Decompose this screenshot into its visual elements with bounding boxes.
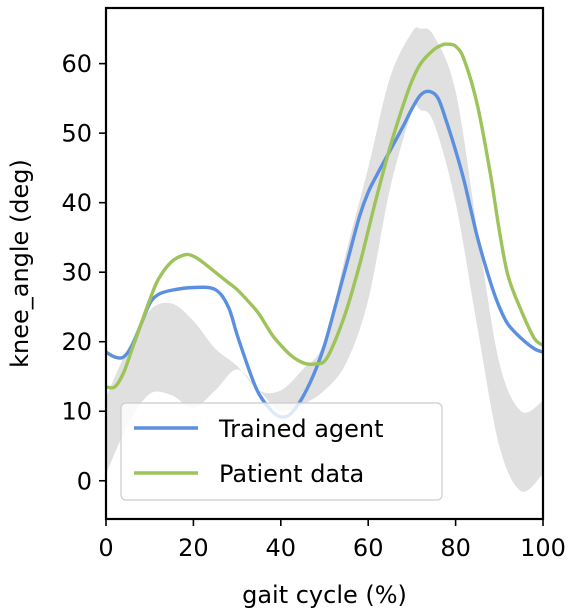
plot-frame: [104, 6, 545, 521]
x-axis-label: gait cycle (%): [242, 581, 407, 609]
series-lines: [106, 42, 543, 419]
x-tick-label: 40: [266, 534, 297, 562]
x-tick-label: 60: [353, 534, 384, 562]
y-tick-label: 60: [61, 50, 92, 78]
legend-box: [120, 402, 443, 501]
series-line-1: [106, 89, 543, 419]
axis-ticks: 0 20 40 60 80 100 0 10 20 30 40 50 60: [61, 50, 565, 562]
legend-label: Patient data: [219, 460, 364, 488]
y-tick-label: 50: [61, 120, 92, 148]
y-tick-label: 40: [61, 189, 92, 217]
variability-band-area: [106, 27, 543, 492]
y-tick-label: 20: [61, 328, 92, 356]
y-tick-label: 0: [77, 467, 92, 495]
x-tick-label: 20: [178, 534, 209, 562]
legend: Trained agent Patient data: [120, 402, 443, 501]
variability-band: [106, 27, 543, 492]
y-axis-label: knee_angle (deg): [6, 159, 34, 368]
legend-label: Trained agent: [218, 415, 384, 443]
y-tick-label: 10: [61, 398, 92, 426]
x-tick-label: 80: [440, 534, 471, 562]
series-line-2: [106, 42, 543, 390]
x-tick-label: 0: [98, 534, 113, 562]
x-tick-label: 100: [520, 534, 566, 562]
y-tick-label: 30: [61, 259, 92, 287]
